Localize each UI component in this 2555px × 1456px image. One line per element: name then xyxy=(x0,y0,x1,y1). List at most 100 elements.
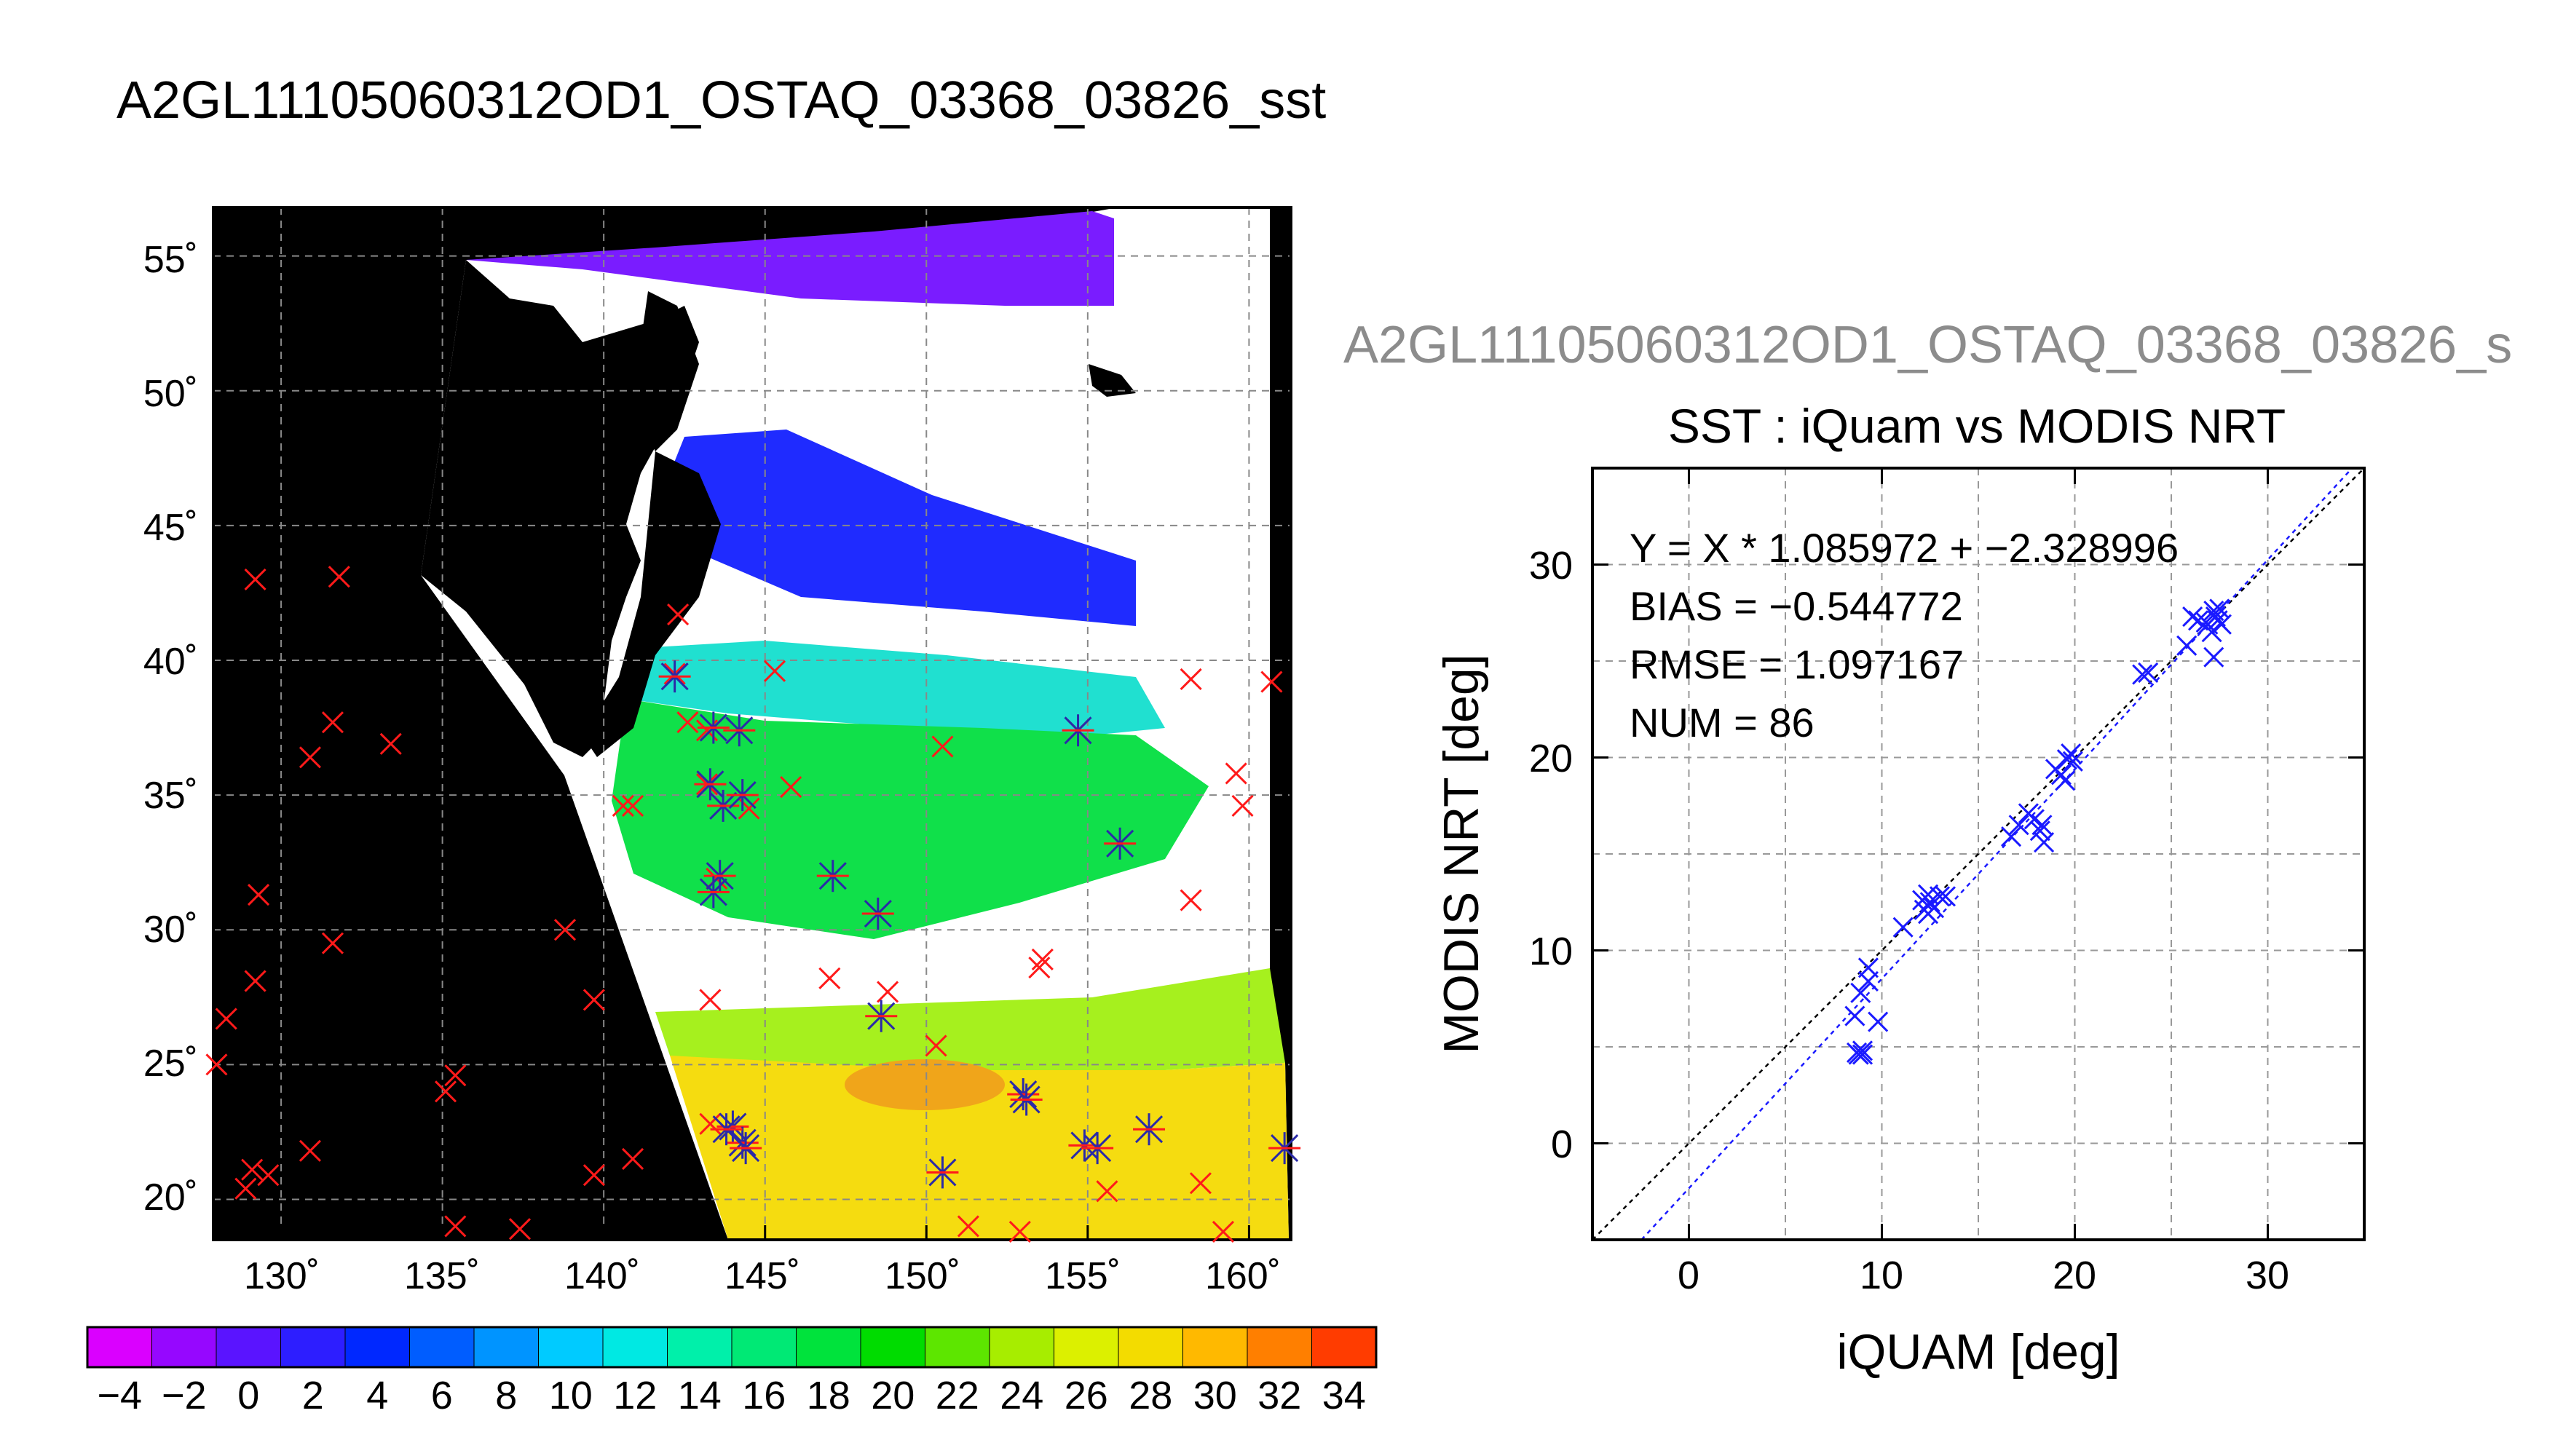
map-marker-red xyxy=(299,746,321,769)
map-marker-red xyxy=(699,989,722,1011)
map-marker-red-stroke xyxy=(1212,1220,1235,1243)
page-title: A2GL11105060312OD1_OSTAQ_03368_03826_sst xyxy=(117,71,1326,130)
colorbar-cell xyxy=(731,1326,797,1368)
map-marker-red xyxy=(444,1215,467,1238)
map-marker-red-stroke xyxy=(328,566,350,588)
map-xtick-label: 140˚ xyxy=(564,1255,640,1297)
map-marker-red-stroke xyxy=(1180,889,1202,911)
colorbar-cell xyxy=(344,1326,410,1368)
map-marker-blue xyxy=(694,768,727,801)
scatter-annotation: RMSE = 1.097167 xyxy=(1630,641,1964,687)
map-markers xyxy=(205,566,1301,1243)
map-marker-red-stroke xyxy=(1096,1180,1118,1203)
scatter-point xyxy=(2034,832,2055,853)
map-marker-red-stroke xyxy=(1189,1172,1212,1195)
map-xtick-label: 160˚ xyxy=(1205,1255,1281,1297)
map-marker-red-stroke xyxy=(444,1064,467,1087)
scatter-point xyxy=(1844,1005,1865,1026)
colorbar-tick-label: 20 xyxy=(871,1374,915,1417)
colorbar-tick-label: 0 xyxy=(237,1374,259,1417)
colorbar-cell xyxy=(989,1326,1054,1368)
map-marker-red xyxy=(1180,889,1202,911)
map-marker-blue xyxy=(1133,1113,1166,1146)
colorbar-tick-label: 34 xyxy=(1322,1374,1366,1417)
map-land-hokkaido xyxy=(641,291,699,451)
scatter-point-stroke xyxy=(2182,606,2203,628)
map-marker-blue xyxy=(697,711,730,744)
scatter-panel: A2GL11105060312OD1_OSTAQ_03368_03826_s S… xyxy=(1343,316,2512,1380)
map-marker-red xyxy=(299,1139,321,1162)
map-xtick-label: 135˚ xyxy=(404,1255,480,1297)
map-marker-red xyxy=(321,932,344,954)
map-marker-red-stroke xyxy=(553,919,577,941)
colorbar-cell xyxy=(538,1326,604,1368)
scatter-point-stroke xyxy=(2034,832,2055,853)
scatter-point xyxy=(1868,1011,1889,1032)
map-marker-red xyxy=(508,1218,532,1241)
colorbar-cell xyxy=(602,1326,668,1368)
map-marker-blue xyxy=(861,898,894,930)
map-ytick-label: 35˚ xyxy=(143,775,198,817)
map-marker-blue xyxy=(865,1000,898,1032)
colorbar-labels: −4 −2 0 2 4 6 8 10 12 14 16 18 20 22 24 26 28 30 32 34 xyxy=(97,1374,1365,1417)
scatter-point xyxy=(2056,749,2077,770)
colorbar-tick-label: 10 xyxy=(549,1374,593,1417)
scatter-point xyxy=(1929,886,1951,907)
map-marker-red xyxy=(1096,1180,1118,1203)
scatter-point-stroke xyxy=(1852,1040,1873,1061)
map-ytick-label: 20˚ xyxy=(143,1176,198,1219)
map-grid xyxy=(212,206,1292,1241)
map-marker-red xyxy=(1008,1220,1031,1243)
scatter-point-stroke xyxy=(2023,809,2045,830)
colorbar-tick-label: 26 xyxy=(1065,1374,1108,1417)
scatter-xlabel: iQUAM [deg] xyxy=(1836,1324,2120,1380)
map-marker-blue xyxy=(707,789,740,822)
scatter-point-stroke xyxy=(2062,751,2083,772)
colorbar-cell xyxy=(409,1326,475,1368)
scatter-point-stroke xyxy=(2209,598,2230,620)
scatter-point xyxy=(2209,598,2230,620)
map-marker-red-stroke xyxy=(444,1215,467,1238)
map-marker-red-stroke xyxy=(1180,668,1202,690)
map-marker-red xyxy=(621,1147,644,1170)
scatter-point xyxy=(1935,886,1956,907)
map-marker-red-stroke xyxy=(205,1053,228,1076)
map-marker-red-stroke xyxy=(699,989,722,1011)
map-marker-red-stroke xyxy=(738,797,760,820)
map-marker-red xyxy=(1212,1220,1235,1243)
scatter-points xyxy=(1844,598,2232,1065)
colorbar-tick-label: 30 xyxy=(1193,1374,1237,1417)
map-marker-red-stroke xyxy=(215,1008,237,1030)
scatter-point-stroke xyxy=(1844,1005,1865,1026)
scatter-annotation: BIAS = −0.544772 xyxy=(1630,583,1963,629)
scatter-supertitle: A2GL11105060312OD1_OSTAQ_03368_03826_s xyxy=(1343,316,2512,374)
map-marker-red xyxy=(1031,948,1054,971)
map-marker-blue xyxy=(1010,1083,1043,1116)
map-marker-red-stroke xyxy=(244,970,266,992)
scatter-point-stroke xyxy=(2197,614,2219,635)
map-marker-red-stroke xyxy=(257,1164,280,1187)
map-marker-red xyxy=(699,1112,722,1135)
scatter-point-stroke xyxy=(2055,770,2076,791)
scatter-point xyxy=(2176,635,2197,656)
map-sst-warm-patch xyxy=(845,1059,1005,1110)
colorbar-tick-label: −2 xyxy=(162,1374,207,1417)
map-marker-red-stroke xyxy=(244,568,266,590)
colorbar-tick-label: −4 xyxy=(97,1374,142,1417)
map-marker-red xyxy=(328,566,350,588)
map-marker-red-stroke xyxy=(925,1034,947,1057)
map-marker-blue xyxy=(816,860,849,893)
map-marker-red-stroke xyxy=(234,1177,257,1200)
colorbar-tick-label: 14 xyxy=(678,1374,722,1417)
scatter-ytick-label: 30 xyxy=(1529,544,1573,587)
map-marker-red xyxy=(244,970,266,992)
scatter-ylabel: MODIS NRT [deg] xyxy=(1434,654,1489,1053)
scatter-regression-line xyxy=(1640,467,2353,1241)
scatter-point-stroke xyxy=(2029,820,2050,842)
scatter-point xyxy=(2203,601,2224,622)
scatter-point xyxy=(1857,957,1879,978)
map-marker-red-stroke xyxy=(1008,1220,1031,1243)
map-marker-blue xyxy=(1007,1078,1040,1111)
colorbar-cell xyxy=(925,1326,990,1368)
scatter-point xyxy=(1918,903,1939,925)
